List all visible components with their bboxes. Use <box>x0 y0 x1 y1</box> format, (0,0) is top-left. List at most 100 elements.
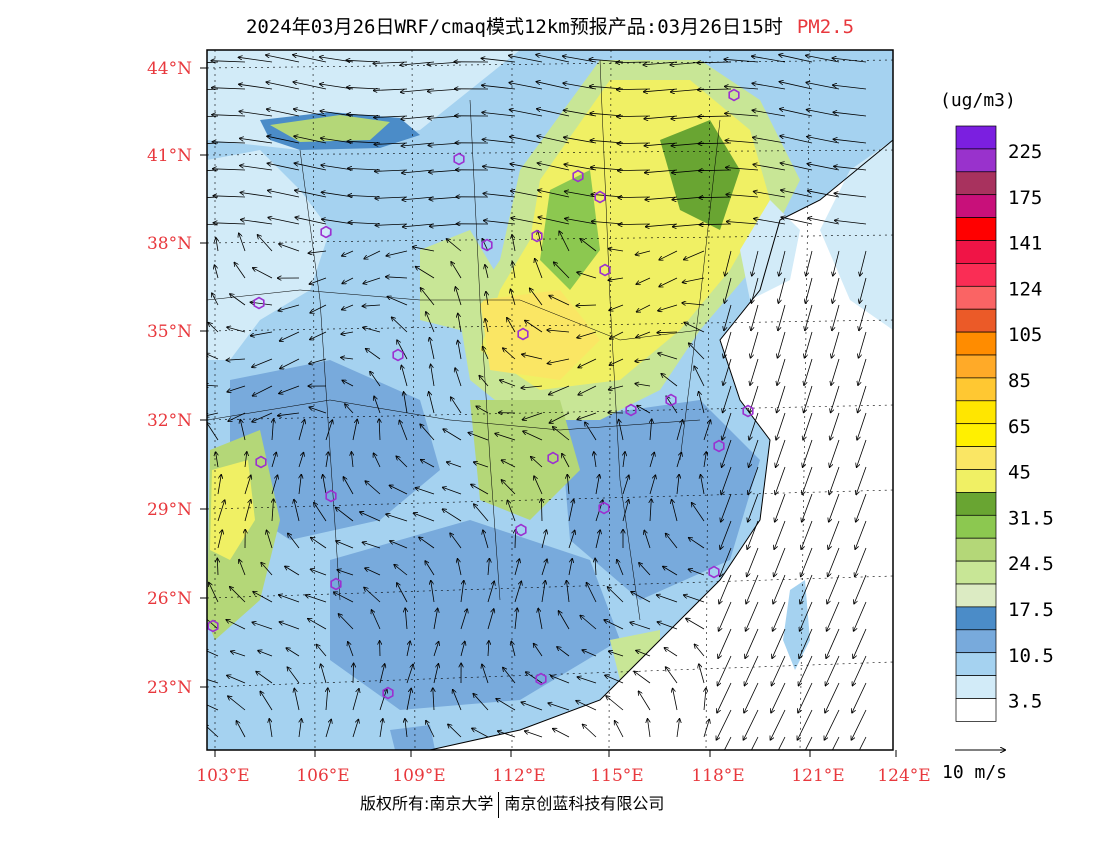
wind-arrow <box>551 676 570 684</box>
wind-arrow <box>420 424 435 441</box>
footer-left: 版权所有:南京大学 <box>360 794 494 813</box>
wind-arrow <box>451 262 462 279</box>
wind-arrow <box>724 736 732 750</box>
wind-arrow <box>239 111 273 117</box>
wind-arrow <box>559 231 570 252</box>
wind-arrow <box>825 682 840 713</box>
wind-arrow <box>699 664 705 684</box>
wind-arrow <box>751 736 759 750</box>
wind-arrow <box>657 332 678 333</box>
wind-arrow <box>852 682 867 713</box>
wind-arrow <box>495 434 516 441</box>
wind-arrow <box>622 500 629 522</box>
wind-arrow <box>228 696 246 711</box>
lat-tick-label: 41°N <box>147 146 192 166</box>
wind-arrow <box>207 725 219 738</box>
wind-arrow <box>342 277 354 284</box>
wind-arrow <box>805 304 813 330</box>
wind-arrow <box>538 231 543 252</box>
south-blue-zone <box>330 520 620 710</box>
legend-label: 17.5 <box>1008 599 1054 621</box>
wind-arrow <box>212 142 246 143</box>
wind-arrow <box>525 321 543 333</box>
wind-arrow <box>826 628 840 658</box>
wind-arrow <box>649 475 655 495</box>
wind-arrow <box>373 62 408 64</box>
wind-arrow <box>397 340 408 360</box>
lon-gridline <box>214 50 811 750</box>
wind-arrow <box>386 277 408 278</box>
wind-arrow <box>536 55 570 63</box>
wind-arrow <box>859 331 867 358</box>
wind-arrow <box>458 559 462 576</box>
wind-arrow <box>751 331 759 358</box>
wind-arrow <box>365 481 381 495</box>
wind-arrow <box>723 385 732 413</box>
legend-label: 3.5 <box>1008 691 1042 713</box>
wind-arrow <box>749 412 759 440</box>
wind-arrow <box>677 475 679 495</box>
wind-arrow <box>637 304 651 312</box>
wind-arrow <box>800 601 813 631</box>
wind-arrow <box>481 58 516 63</box>
wind-arrow <box>217 559 218 576</box>
wind-arrow <box>433 664 438 684</box>
wind-arrow <box>294 109 327 117</box>
map-title: 2024年03月26日WRF/cmaq模式12km预报产品:03月26日15时 P… <box>0 12 1100 39</box>
wind-arrow <box>285 566 300 576</box>
wind-arrow <box>537 109 570 117</box>
wind-arrow <box>617 560 624 576</box>
wind-arrow <box>299 475 301 495</box>
wind-arrow <box>261 563 273 576</box>
wind-arrow <box>253 268 273 279</box>
wind-arrow <box>594 452 596 468</box>
wind-arrow <box>827 574 840 604</box>
wind-arrow <box>689 538 705 549</box>
wind-arrow <box>239 84 273 90</box>
wind-arrow <box>803 412 813 440</box>
wind-arrow <box>379 689 387 711</box>
wind-arrow <box>538 190 570 198</box>
wind-arrow <box>258 235 273 252</box>
longitude-axis: 103°E 106°E 109°E 112°E 115°E 118°E 121°E 124°E <box>196 750 931 786</box>
wind-arrow <box>832 331 840 358</box>
lat-tick-label: 35°N <box>147 322 192 342</box>
legend-label: 24.5 <box>1008 553 1054 575</box>
wind-arrow <box>781 190 813 198</box>
wind-arrow <box>386 250 408 256</box>
wind-arrow <box>226 359 246 360</box>
wind-arrow <box>298 420 305 441</box>
wind-arrow <box>623 452 625 468</box>
wind-arrow <box>832 736 840 750</box>
wind-arrow <box>267 163 300 171</box>
wind-arrow <box>833 112 867 117</box>
wind-arrow <box>568 500 574 522</box>
wind-arrow <box>657 595 678 603</box>
wind-arrow <box>226 620 246 630</box>
wind-arrow <box>228 412 246 421</box>
wind-arrow <box>405 719 407 738</box>
wind-arrow <box>851 709 867 740</box>
wind-arrow <box>580 616 597 630</box>
wind-arrow <box>719 574 732 604</box>
wind-arrow <box>577 272 597 279</box>
wind-arrow <box>609 385 624 390</box>
wind-arrow <box>293 82 327 90</box>
wind-arrow <box>726 168 759 171</box>
wind-arrow <box>610 331 624 339</box>
city-marker <box>742 404 754 418</box>
wind-arrow <box>549 296 570 306</box>
wind-arrow <box>231 651 246 657</box>
wind-arrow <box>212 293 219 306</box>
wind-arrow <box>701 475 705 495</box>
wind-arrow <box>468 433 489 441</box>
wind-arrow <box>856 466 867 494</box>
wind-arrow <box>280 358 300 369</box>
wind-arrow <box>512 235 516 252</box>
lon-tick-label: 118°E <box>691 766 744 786</box>
color-legend: 225 175 141 124 105 85 65 45 31.5 24.5 17.5 10.5 3.5 <box>955 125 1054 722</box>
wind-arrow <box>722 412 732 440</box>
legend-swatch <box>955 217 997 241</box>
wind-arrow <box>217 475 221 495</box>
wind-arrow <box>748 466 759 494</box>
